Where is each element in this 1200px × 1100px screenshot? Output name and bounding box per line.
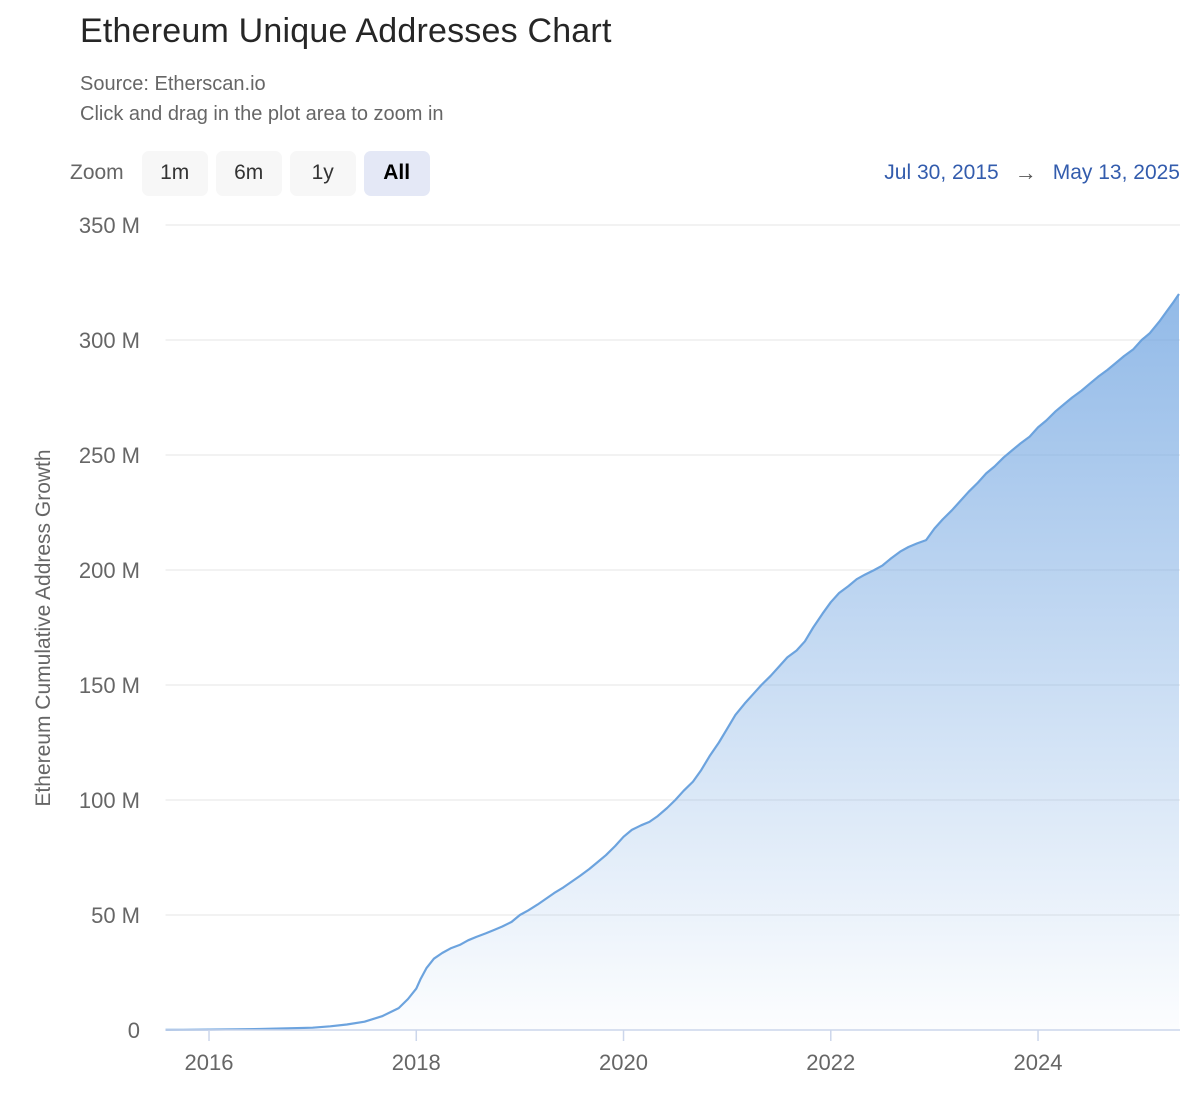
chart-source-subtitle: Source: Etherscan.io (80, 73, 266, 95)
area-fill (165, 294, 1179, 1030)
y-axis-label: 350 M (79, 213, 140, 238)
x-axis-label: 2018 (392, 1050, 441, 1075)
page-title: Ethereum Unique Addresses Chart (80, 12, 612, 50)
y-axis-label: 150 M (79, 673, 140, 698)
zoom-button-1m[interactable]: 1m (141, 150, 208, 196)
chart-hint-subtitle: Click and drag in the plot area to zoom … (80, 103, 444, 125)
zoom-buttons-container: 1m 6m 1y All (134, 150, 430, 196)
series-line (165, 293, 1180, 1031)
range-end-date[interactable]: May 13, 2025 (1052, 161, 1180, 184)
y-axis-label: 50 M (91, 903, 140, 928)
zoom-button-all[interactable]: All (363, 150, 430, 196)
y-axis-label: 250 M (79, 443, 140, 468)
range-start-date[interactable]: Jul 30, 2015 (884, 161, 999, 184)
y-axis-label: 300 M (79, 328, 140, 353)
arrow-right-icon: → (1014, 160, 1037, 185)
zoom-label: Zoom (70, 161, 124, 184)
x-axis-label: 2016 (185, 1050, 234, 1075)
x-axis-label: 2022 (806, 1050, 855, 1075)
y-axis-label: 100 M (79, 788, 140, 813)
y-axis-label: 0 (128, 1018, 140, 1043)
chart-header: Ethereum Unique Addresses Chart Source: … (80, 12, 612, 129)
x-axis-label: 2020 (599, 1050, 648, 1075)
y-axis-label: 200 M (79, 558, 140, 583)
zoom-button-group: Zoom 1m 6m 1y All (70, 150, 430, 196)
date-range-group: Jul 30, 2015 → May 13, 2025 (884, 160, 1180, 186)
zoom-button-1y[interactable]: 1y (289, 150, 356, 196)
chart-toolbar: Zoom 1m 6m 1y All Jul 30, 2015 → May 13, 20… (70, 150, 1180, 196)
zoom-button-6m[interactable]: 6m (215, 150, 282, 196)
x-axis-label: 2024 (1014, 1050, 1063, 1075)
